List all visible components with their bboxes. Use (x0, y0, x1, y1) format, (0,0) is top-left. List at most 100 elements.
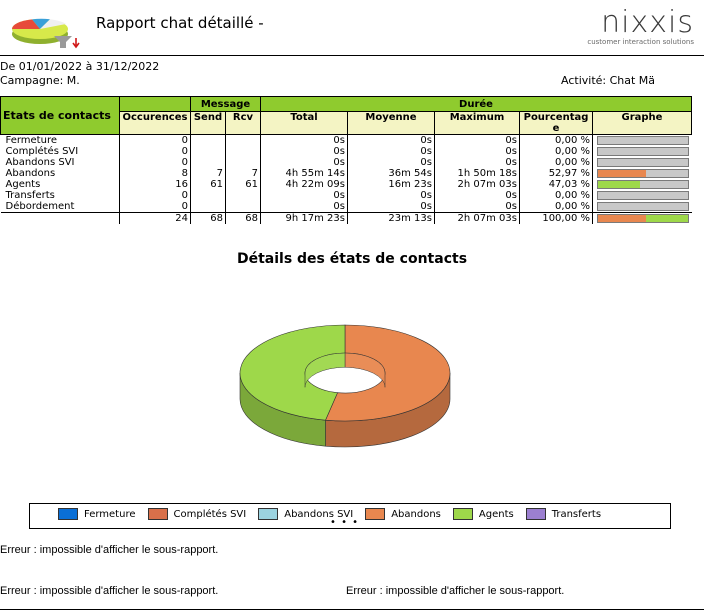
percentage-bar (597, 136, 689, 145)
cell-graphe (592, 190, 692, 201)
legend-swatch (147, 508, 168, 520)
cell-send (190, 157, 226, 168)
total-occ: 24 (119, 212, 191, 224)
donut-inner-wall-3-0 (344, 352, 386, 388)
report-title: Rapport chat détaillé - (96, 14, 264, 32)
legend-label: Complétés SVI (173, 508, 247, 520)
cell-graphe (592, 179, 692, 190)
legend-swatch (365, 508, 386, 520)
percentage-bar-fill (598, 181, 641, 188)
legend-swatch (525, 508, 546, 520)
cell-total: 0s (260, 201, 348, 213)
col-header-total: Total (260, 111, 348, 135)
legend-item: Complétés SVI (147, 508, 247, 520)
percentage-bar (597, 158, 689, 167)
cell-total: 0s (260, 157, 348, 168)
footer-divider (0, 609, 704, 610)
cell-occ: 0 (119, 146, 191, 157)
donut-inner-wall-4-1 (304, 352, 346, 388)
total-total: 9h 17m 23s (260, 212, 348, 224)
col-header-send: Send (190, 111, 226, 135)
report-period: De 01/01/2022 à 31/12/2022 (0, 60, 160, 73)
legend-label: Abandons (391, 508, 441, 520)
percentage-bar-fill (598, 170, 646, 177)
table-row: Transferts 0 0s 0s 0s 0,00 % (1, 190, 692, 201)
cell-max: 0s (434, 201, 520, 213)
cell-rcv: 7 (225, 168, 261, 179)
report-activity: Activité: Chat Mä (561, 74, 656, 87)
row-label: Complétés SVI (5, 146, 79, 157)
percentage-bar (597, 202, 689, 211)
cell-moy: 0s (347, 157, 435, 168)
cell-max: 1h 50m 18s (434, 168, 520, 179)
legend-item: Fermeture (58, 508, 136, 520)
total-bar-segment (598, 215, 646, 222)
cell-pct: 0,00 % (519, 146, 593, 157)
total-moy: 23m 13s (347, 212, 435, 224)
cell-send (190, 134, 226, 146)
row-label: Abandons SVI (5, 157, 75, 168)
legend-item: Transferts (525, 508, 602, 520)
col-header-etats: Etats de contacts (0, 96, 120, 135)
cell-occ: 0 (119, 157, 191, 168)
total-percentage-bar (597, 214, 689, 223)
percentage-bar (597, 191, 689, 200)
percentage-bar (597, 180, 689, 189)
cell-graphe (592, 134, 692, 146)
cell-occ: 16 (119, 179, 191, 190)
cell-max: 2h 07m 03s (434, 179, 520, 190)
total-max: 2h 07m 03s (434, 212, 520, 224)
legend-item: Abandons SVI (258, 508, 353, 520)
cell-pct: 0,00 % (519, 201, 593, 213)
cell-rcv (225, 134, 261, 146)
totals-row: 24 68 68 9h 17m 23s 23m 13s 2h 07m 03s 100,00 … (0, 212, 692, 224)
row-label: Transferts (5, 190, 55, 201)
cell-pct: 0,00 % (519, 134, 593, 146)
cell-send: 61 (190, 179, 226, 190)
cell-total: 0s (260, 146, 348, 157)
cell-occ: 0 (119, 201, 191, 213)
cell-rcv (225, 201, 261, 213)
legend-swatch (258, 508, 279, 520)
legend-more-indicator: • • • (330, 517, 360, 528)
subreport-error-2: Erreur : impossible d'afficher le sous-r… (0, 585, 219, 597)
total-bar-segment (645, 215, 688, 222)
cell-graphe (592, 157, 692, 168)
row-label: Agents (5, 179, 41, 190)
legend-label: Transferts (551, 508, 602, 520)
table-row: Débordement 0 0s 0s 0s 0,00 % (1, 201, 692, 213)
legend-label: Abandons SVI (284, 508, 354, 520)
report-pie-logo-icon (11, 18, 80, 49)
col-header-occurences: Occurences (119, 111, 191, 135)
cell-graphe (592, 168, 692, 179)
cell-moy: 16m 23s (347, 179, 435, 190)
table-row: Fermeture 0 0s 0s 0s 0,00 % (1, 134, 692, 146)
cell-rcv: 61 (225, 179, 261, 190)
table-row: Abandons 8 7 7 4h 55m 14s 36m 54s 1h 50m 18s 52… (1, 168, 692, 179)
col-header-graphe: Graphe (592, 111, 692, 135)
cell-max: 0s (434, 157, 520, 168)
cell-total: 4h 55m 14s (260, 168, 348, 179)
percentage-bar (597, 169, 689, 178)
cell-pct: 47,03 % (519, 179, 593, 190)
subreport-error-3: Erreur : impossible d'afficher le sous-r… (346, 585, 565, 597)
legend-item: Agents (452, 508, 514, 520)
cell-moy: 0s (347, 201, 435, 213)
cell-pct: 0,00 % (519, 157, 593, 168)
total-send: 68 (190, 212, 226, 224)
cell-total: 4h 22m 09s (260, 179, 348, 190)
cell-moy: 0s (347, 134, 435, 146)
cell-max: 0s (434, 134, 520, 146)
cell-rcv (225, 157, 261, 168)
cell-max: 0s (434, 146, 520, 157)
cell-occ: 0 (119, 190, 191, 201)
cell-send (190, 201, 226, 213)
contacts-states-table: Etats de contacts Message Durée Occurenc… (0, 96, 692, 224)
cell-send (190, 190, 226, 201)
legend-swatch (58, 508, 78, 520)
legend-label: Agents (478, 508, 514, 520)
table-row: Agents 16 61 61 4h 22m 09s 16m 23s 2h 07m 03s 4… (1, 179, 692, 190)
cell-total: 0s (260, 190, 348, 201)
chart-legend: Fermeture Complétés SVI Abandons SVI Abando… (29, 503, 671, 529)
cell-graphe (592, 201, 692, 213)
